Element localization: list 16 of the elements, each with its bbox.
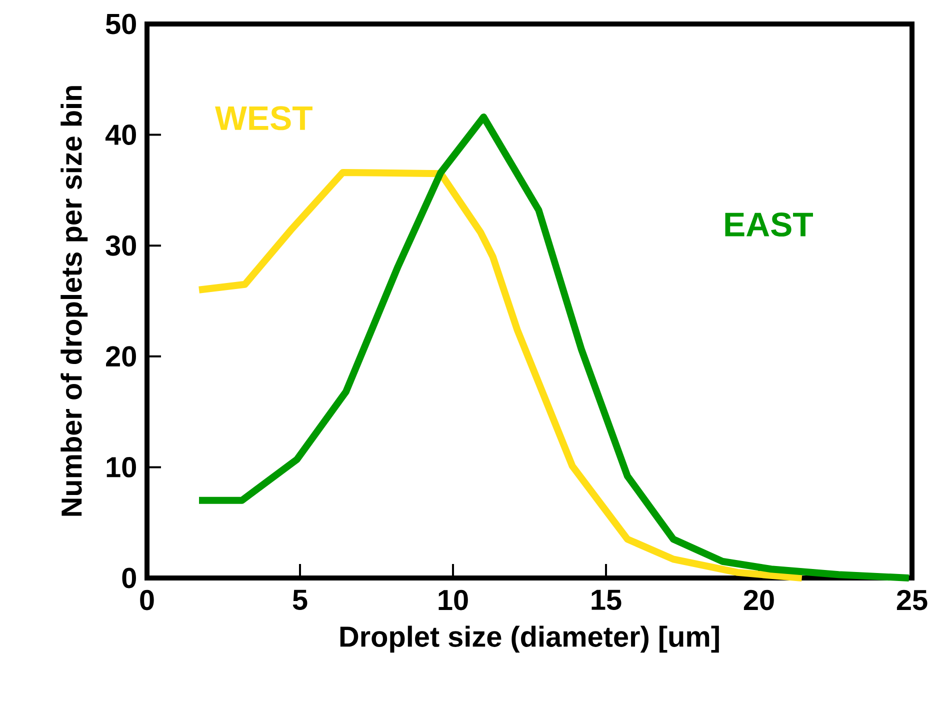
y-tick-label: 30 [106,235,136,256]
y-tick-label: 10 [106,456,136,478]
y-tick-label: 0 [122,568,136,588]
x-tick-label: 5 [292,590,308,610]
x-axis-title: Droplet size (diameter) [um] [340,626,719,653]
y-tick-label: 20 [106,346,136,367]
series-label: WEST [215,106,312,130]
x-tick-label: 25 [896,590,928,610]
x-tick-label: 15 [592,590,622,610]
x-tick-label: 10 [438,590,468,610]
y-tick-label: 50 [106,14,136,34]
x-tick-label: 20 [744,590,774,610]
y-axis-title: Number of droplets per size bin [60,86,88,516]
text: EAST [725,212,813,237]
x-tick-label: 0 [140,590,154,610]
y-tick-label: 40 [105,124,136,146]
